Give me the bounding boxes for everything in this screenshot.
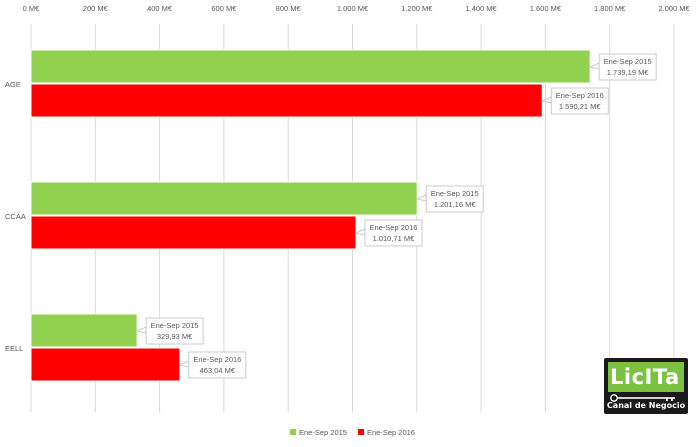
data-label-value: 329,93 M€ bbox=[157, 332, 193, 341]
licita-logo: LicITa Canal de Negocio bbox=[604, 358, 688, 414]
x-tick-label: 1.800 M€ bbox=[594, 4, 626, 13]
data-label-value: 1.590,21 M€ bbox=[559, 102, 602, 111]
callout-pointer bbox=[354, 228, 366, 236]
data-label-series: Ene-Sep 2015 bbox=[431, 189, 479, 198]
data-label-series: Ene-Sep 2016 bbox=[193, 355, 241, 364]
bar bbox=[30, 49, 591, 84]
callout-box bbox=[425, 185, 484, 213]
data-label-series: Ene-Sep 2016 bbox=[556, 91, 604, 100]
key-icon bbox=[610, 394, 675, 402]
x-tick-label: 400 M€ bbox=[147, 4, 173, 13]
x-tick-label: 2.000 M€ bbox=[658, 4, 690, 13]
bar bbox=[30, 181, 418, 216]
x-tick-label: 1.400 M€ bbox=[465, 4, 497, 13]
data-label-value: 1.010,71 M€ bbox=[373, 234, 416, 243]
data-label-value: 1.201,16 M€ bbox=[434, 200, 477, 209]
legend-swatch bbox=[290, 429, 296, 435]
category-label: EELL bbox=[5, 344, 23, 353]
callout-pointer bbox=[540, 96, 552, 104]
callout-box bbox=[145, 317, 204, 345]
x-tick-label: 1.000 M€ bbox=[337, 4, 369, 13]
callout-pointer bbox=[588, 62, 600, 70]
category-label: AGE bbox=[5, 80, 21, 89]
data-label-value: 463,04 M€ bbox=[200, 366, 236, 375]
callout-box bbox=[550, 87, 609, 115]
data-label-series: Ene-Sep 2016 bbox=[369, 223, 417, 232]
callout-pointer bbox=[178, 360, 190, 368]
data-label-value: 1.739,19 M€ bbox=[607, 68, 650, 77]
x-tick-label: 1.600 M€ bbox=[530, 4, 562, 13]
callout-pointer bbox=[415, 194, 427, 202]
x-tick-label: 0 M€ bbox=[23, 4, 41, 13]
bar bbox=[30, 83, 543, 118]
callout-box bbox=[364, 219, 423, 247]
callout-box bbox=[188, 351, 247, 379]
data-label-series: Ene-Sep 2015 bbox=[604, 57, 652, 66]
x-tick-label: 1.200 M€ bbox=[401, 4, 433, 13]
logo-subtitle: Canal de Negocio bbox=[606, 401, 686, 410]
data-label-series: Ene-Sep 2015 bbox=[151, 321, 199, 330]
callout-box bbox=[598, 53, 657, 81]
legend-swatch bbox=[358, 429, 364, 435]
category-label: CCAA bbox=[5, 212, 26, 221]
logo-name: LicITa bbox=[610, 365, 680, 389]
bar bbox=[30, 215, 357, 250]
logo-badge: LicITa bbox=[608, 362, 684, 392]
x-tick-label: 800 M€ bbox=[276, 4, 302, 13]
bar bbox=[30, 347, 181, 382]
bar bbox=[30, 313, 138, 348]
x-tick-label: 600 M€ bbox=[211, 4, 237, 13]
legend-label: Ene-Sep 2016 bbox=[367, 428, 415, 437]
legend-label: Ene-Sep 2015 bbox=[299, 428, 347, 437]
x-tick-label: 200 M€ bbox=[83, 4, 109, 13]
callout-pointer bbox=[135, 326, 147, 334]
